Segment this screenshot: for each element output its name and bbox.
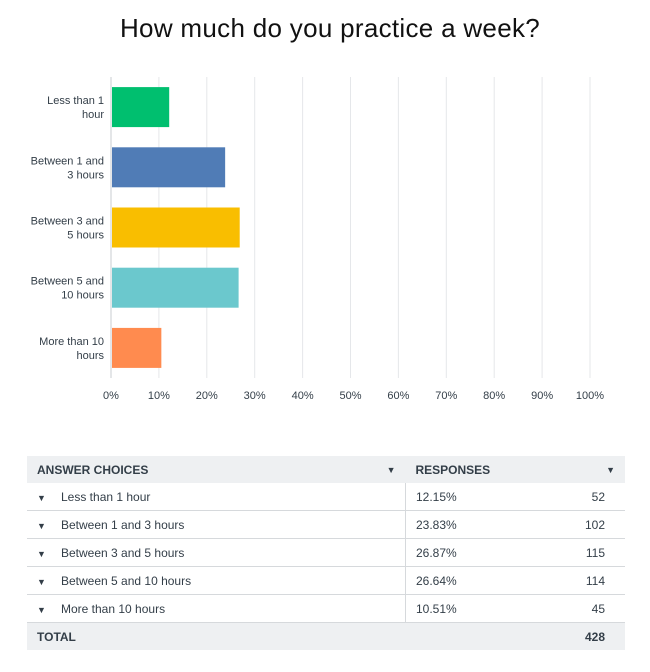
category-label-line: 5 hours xyxy=(67,230,104,242)
answer-choice-label: Between 5 and 10 hours xyxy=(61,573,192,588)
responses-table: ANSWER CHOICES ▼ RESPONSES ▼ ▼ Less than … xyxy=(27,456,625,650)
x-tick-label: 20% xyxy=(196,390,218,402)
category-label-line: Between 1 and xyxy=(31,155,104,167)
answer-choices-header[interactable]: ANSWER CHOICES ▼ xyxy=(27,456,406,483)
table-row: ▼ Less than 1 hour 12.15% 52 xyxy=(27,483,625,511)
triangle-down-icon[interactable]: ▼ xyxy=(37,492,46,503)
bar xyxy=(112,87,170,128)
bar-chart: 0% 10% 20% 30% 40% 50% 60% 70% 80% 90% 100% Less th… xyxy=(31,77,604,402)
answer-choice-label: Between 1 and 3 hours xyxy=(61,517,185,532)
answer-choice-cell: ▼ Between 1 and 3 hours xyxy=(27,510,406,539)
caret-down-icon[interactable]: ▼ xyxy=(606,465,615,475)
category-label-line: 10 hours xyxy=(61,290,104,302)
answer-choice-cell: ▼ Less than 1 hour xyxy=(27,483,406,511)
category-label-line: Between 3 and xyxy=(31,216,104,228)
category-label: More than 10 hours xyxy=(39,336,104,362)
bar xyxy=(112,267,239,308)
category-label: Less than 1 hour xyxy=(47,95,104,121)
x-tick-label: 30% xyxy=(244,390,266,402)
response-count: 45 xyxy=(528,594,625,623)
answer-choice-cell: ▼ Between 3 and 5 hours xyxy=(27,538,406,567)
bar xyxy=(112,147,226,188)
responses-header-label: RESPONSES xyxy=(415,462,491,477)
category-label-line: Less than 1 xyxy=(47,95,104,107)
answer-choice-cell: ▼ Between 5 and 10 hours xyxy=(27,566,406,595)
category-label-line: hour xyxy=(82,109,104,121)
response-percent: 12.15% xyxy=(405,483,529,511)
chart-title: How much do you practice a week? xyxy=(119,13,541,43)
response-percent: 23.83% xyxy=(405,510,529,539)
response-percent: 10.51% xyxy=(405,594,529,623)
category-label-line: Between 5 and xyxy=(31,276,104,288)
total-label: TOTAL xyxy=(27,622,406,650)
caret-down-icon[interactable]: ▼ xyxy=(386,465,396,475)
triangle-down-icon[interactable]: ▼ xyxy=(37,576,46,587)
response-count: 115 xyxy=(528,538,625,567)
triangle-down-icon[interactable]: ▼ xyxy=(37,520,46,531)
responses-header[interactable]: RESPONSES ▼ xyxy=(405,456,625,483)
table-row: ▼ Between 1 and 3 hours 23.83% 102 xyxy=(27,510,625,539)
response-percent: 26.64% xyxy=(405,566,529,595)
x-tick-label: 90% xyxy=(531,390,553,402)
x-tick-label: 70% xyxy=(435,390,457,402)
total-row: TOTAL 428 xyxy=(27,622,625,650)
answer-choice-label: Between 3 and 5 hours xyxy=(61,545,185,560)
table-row: ▼ Between 3 and 5 hours 26.87% 115 xyxy=(27,538,625,567)
answer-choice-label: More than 10 hours xyxy=(61,601,166,616)
response-count: 52 xyxy=(528,483,625,511)
x-tick-label: 10% xyxy=(148,390,170,402)
triangle-down-icon[interactable]: ▼ xyxy=(37,604,46,615)
response-count: 114 xyxy=(528,566,625,595)
x-tick-label: 100% xyxy=(576,390,604,402)
triangle-down-icon[interactable]: ▼ xyxy=(37,548,46,559)
answer-choices-header-label: ANSWER CHOICES xyxy=(37,462,149,477)
total-count: 428 xyxy=(528,622,625,650)
bar xyxy=(112,207,240,248)
table-row: ▼ Between 5 and 10 hours 26.64% 114 xyxy=(27,566,625,595)
total-percent-cell xyxy=(405,622,529,650)
x-tick-label: 40% xyxy=(292,390,314,402)
category-label: Between 1 and 3 hours xyxy=(31,155,105,181)
response-count: 102 xyxy=(528,510,625,539)
category-label: Between 5 and 10 hours xyxy=(31,276,105,302)
category-label-line: hours xyxy=(76,350,104,362)
response-percent: 26.87% xyxy=(405,538,529,567)
category-label-line: 3 hours xyxy=(67,169,104,181)
category-label: Between 3 and 5 hours xyxy=(31,216,105,242)
bar xyxy=(112,327,162,368)
x-tick-label: 60% xyxy=(387,390,409,402)
answer-choice-label: Less than 1 hour xyxy=(61,489,151,504)
category-label-line: More than 10 xyxy=(39,336,104,348)
answer-choice-cell: ▼ More than 10 hours xyxy=(27,594,406,623)
x-tick-label: 0% xyxy=(103,390,119,402)
x-tick-label: 80% xyxy=(483,390,505,402)
x-tick-label: 50% xyxy=(339,390,361,402)
table-row: ▼ More than 10 hours 10.51% 45 xyxy=(27,594,625,623)
